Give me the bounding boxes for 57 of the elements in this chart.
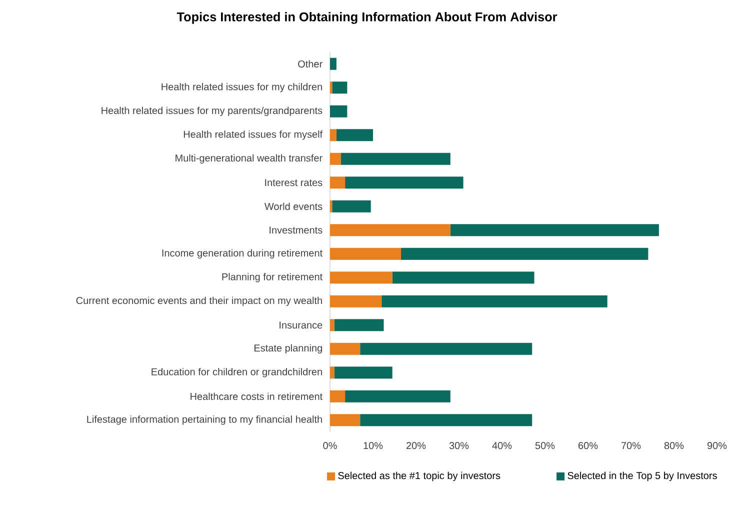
bar [334,366,392,379]
x-tick-label: 70% [622,442,641,450]
bar [330,152,341,165]
y-tick-label: Interest rates [265,179,322,186]
x-tick-label: 60% [578,442,598,450]
x-tick-label: 30% [449,442,469,450]
bar [345,390,450,402]
bar [400,248,648,260]
x-tick-label: 10% [364,442,383,450]
y-tick-label: Healthcare costs in retirement [190,392,323,400]
y-tick-label: Planning for retirement [222,272,323,282]
bar [330,366,334,379]
bar [330,295,382,308]
bar [330,248,401,260]
y-tick-label: Investments [270,226,322,234]
bar [382,295,608,308]
bar [345,176,464,189]
legend-label: Selected as the #1 topic by investors [338,472,500,482]
bar [330,342,360,355]
y-tick-label: World events [264,202,322,210]
bar [340,152,450,165]
bar [392,272,534,284]
x-tick-label: 0% [323,442,337,450]
y-tick-label: Lifestage information pertaining to my financial health [87,415,322,425]
bar [360,414,532,426]
y-tick-label: Multi-generational wealth transfer [176,154,322,164]
bar [334,319,384,332]
bar [330,319,334,332]
y-tick-label: Income generation during retirement [162,249,323,259]
y-tick-label: Other [298,60,322,68]
bar [330,224,450,236]
y-tick-label: Health related issues for my children [162,82,322,92]
bar [330,176,346,189]
bar [336,129,374,142]
chart-title: Topics Interested in Obtaining Information About From Advisor [176,12,558,24]
bar [330,390,346,402]
x-tick-label: 80% [664,442,684,450]
bar [360,342,532,355]
y-tick-label: Current economic events and their impact on my wealth [76,296,322,306]
bar [332,200,371,212]
bar [330,414,360,426]
bar [332,82,348,94]
bar [450,224,659,236]
bar [330,105,348,118]
bar [330,129,336,142]
bar [330,58,336,70]
x-tick-label: 40% [492,442,512,450]
y-tick-label: Health related issues for my parents/grandparents [102,106,322,116]
legend-label: Selected in the Top 5 by Investors [568,472,717,482]
x-tick-label: 90% [707,442,727,450]
y-tick-label: Health related issues for myself [184,130,323,140]
y-tick-label: Estate planning [254,344,322,354]
bar [330,272,392,284]
x-tick-label: 20% [406,442,426,450]
y-tick-label: Insurance [280,322,322,329]
x-tick-label: 50% [535,442,555,450]
y-tick-label: Education for children or grandchildren [152,368,322,378]
